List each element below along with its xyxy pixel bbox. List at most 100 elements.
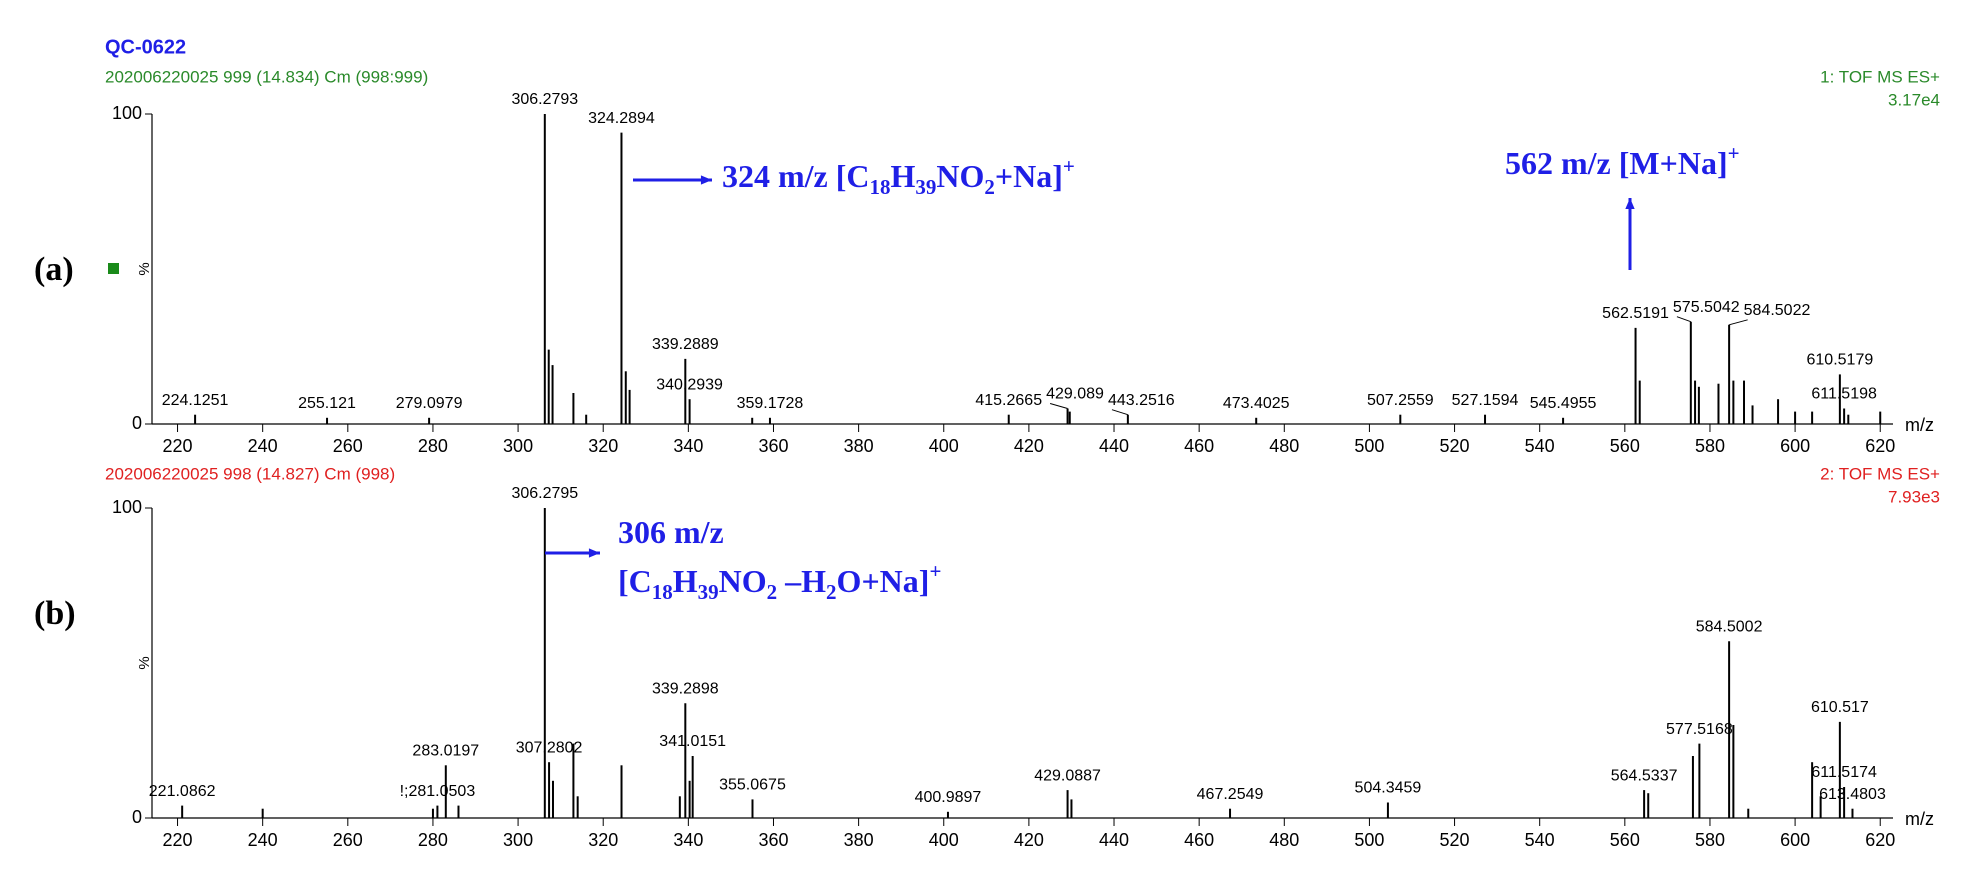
x-tick-label: 600 — [1780, 436, 1810, 456]
peak-label: 527.1594 — [1452, 392, 1519, 409]
peak-label: 443.2516 — [1108, 392, 1175, 409]
x-tick-label: 280 — [418, 436, 448, 456]
x-tick-label: 520 — [1440, 436, 1470, 456]
peak-label: 504.3459 — [1355, 780, 1422, 797]
x-tick-label: 500 — [1354, 436, 1384, 456]
x-tick-label: 340 — [673, 436, 703, 456]
peak-label: 575.5042 — [1673, 299, 1740, 316]
annotation-part: –H — [777, 563, 826, 599]
y-tick-label: 100 — [112, 497, 142, 517]
annotation-part: 18 — [870, 175, 891, 199]
x-tick-label: 420 — [1014, 830, 1044, 850]
annotation-part: 2 — [984, 175, 995, 199]
x-tick-label: 380 — [844, 436, 874, 456]
annotation-part: 324 m/z [C — [722, 158, 870, 194]
subtitle: 202006220025 998 (14.827) Cm (998) — [105, 464, 395, 483]
annotation: 562 m/z [M+Na]+ — [1505, 141, 1740, 182]
y-axis-label: % — [136, 262, 153, 275]
peak-label: 584.5002 — [1696, 619, 1763, 636]
leader-line — [1049, 403, 1068, 409]
function-label: 1: TOF MS ES+ — [1820, 67, 1940, 86]
annotation-part: + — [1728, 141, 1740, 165]
peak-label: 400.9897 — [915, 789, 982, 806]
x-tick-label: 240 — [248, 830, 278, 850]
x-tick-label: 440 — [1099, 830, 1129, 850]
peak-label: 221.0862 — [149, 783, 216, 800]
peak-label: 359.1728 — [737, 395, 804, 412]
annotation-part: 2 — [767, 580, 778, 604]
peak-label: 610.517 — [1811, 699, 1869, 716]
x-tick-label: 320 — [588, 436, 618, 456]
annotation: 306 m/z — [618, 514, 724, 550]
x-tick-label: 400 — [929, 436, 959, 456]
peak-label: 283.0197 — [412, 743, 479, 760]
annotation-part: 2 — [826, 580, 837, 604]
annotation-part: H — [673, 563, 698, 599]
x-tick-label: 560 — [1610, 830, 1640, 850]
peak-label: 429.089 — [1046, 386, 1104, 403]
leader-line — [1676, 316, 1691, 323]
annotation-part: 562 m/z [M+Na] — [1505, 145, 1728, 181]
x-tick-label: 240 — [248, 436, 278, 456]
x-tick-label: 460 — [1184, 830, 1214, 850]
x-tick-label: 520 — [1440, 830, 1470, 850]
peak-label: 307.2802 — [516, 739, 583, 756]
annotation-part: [C — [618, 563, 652, 599]
x-tick-label: 580 — [1695, 830, 1725, 850]
peak-label: 340.2939 — [656, 376, 723, 393]
x-tick-label: 620 — [1865, 436, 1895, 456]
peak-label: 564.5337 — [1611, 767, 1678, 784]
x-tick-label: 580 — [1695, 436, 1725, 456]
peak-label: 562.5191 — [1602, 305, 1669, 322]
annotation-part: NO — [719, 563, 767, 599]
arrow-head — [588, 548, 600, 558]
leader-line — [1111, 409, 1129, 416]
x-tick-label: 300 — [503, 830, 533, 850]
x-tick-label: 220 — [163, 436, 193, 456]
y-tick-label: 0 — [132, 413, 142, 433]
annotation-part: H — [891, 158, 916, 194]
x-tick-label: 280 — [418, 830, 448, 850]
intensity-label: 7.93e3 — [1888, 487, 1940, 506]
x-tick-label: 560 — [1610, 436, 1640, 456]
x-tick-label: 260 — [333, 830, 363, 850]
leader-line — [1728, 319, 1748, 326]
x-tick-label: 500 — [1354, 830, 1384, 850]
annotation-part: 39 — [698, 580, 719, 604]
peak-label: 224.1251 — [162, 392, 229, 409]
peak-label: 611.5174 — [1811, 764, 1877, 781]
peak-label: 255.121 — [298, 395, 356, 412]
peak-label: 507.2559 — [1367, 392, 1434, 409]
peak-label: 339.2898 — [652, 681, 719, 698]
x-tick-label: 320 — [588, 830, 618, 850]
peak-label: 467.2549 — [1197, 786, 1264, 803]
arrow-head — [700, 175, 712, 185]
peak-label: 613.4803 — [1819, 786, 1886, 803]
y-axis-label: % — [136, 656, 153, 669]
peak-label: 339.2889 — [652, 336, 719, 353]
peak-label: 306.2793 — [511, 91, 578, 108]
x-tick-label: 400 — [929, 830, 959, 850]
peak-label: 279.0979 — [396, 395, 463, 412]
arrow-head — [1625, 198, 1635, 210]
figure-title: QC-0622 — [105, 36, 186, 58]
x-axis-label: m/z — [1905, 809, 1934, 829]
peak-label: 415.2665 — [975, 392, 1042, 409]
x-tick-label: 360 — [758, 436, 788, 456]
x-tick-label: 260 — [333, 436, 363, 456]
annotation-part: + — [1063, 154, 1075, 178]
x-tick-label: 440 — [1099, 436, 1129, 456]
peak-label: 611.5198 — [1811, 386, 1877, 403]
intensity-label: 3.17e4 — [1888, 90, 1940, 109]
annotation-part: 306 m/z — [618, 514, 724, 550]
subtitle: 202006220025 999 (14.834) Cm (998:999) — [105, 67, 428, 86]
peak-label: 610.5179 — [1807, 352, 1874, 369]
peak-label: !;281.0503 — [400, 783, 476, 800]
x-tick-label: 540 — [1525, 830, 1555, 850]
annotation: [C18H39NO2 –H2O+Na]+ — [618, 559, 941, 604]
annotation-part: 18 — [652, 580, 673, 604]
peak-label: 355.0675 — [719, 777, 786, 794]
x-axis-label: m/z — [1905, 415, 1934, 435]
panel-label: (a) — [34, 251, 74, 288]
